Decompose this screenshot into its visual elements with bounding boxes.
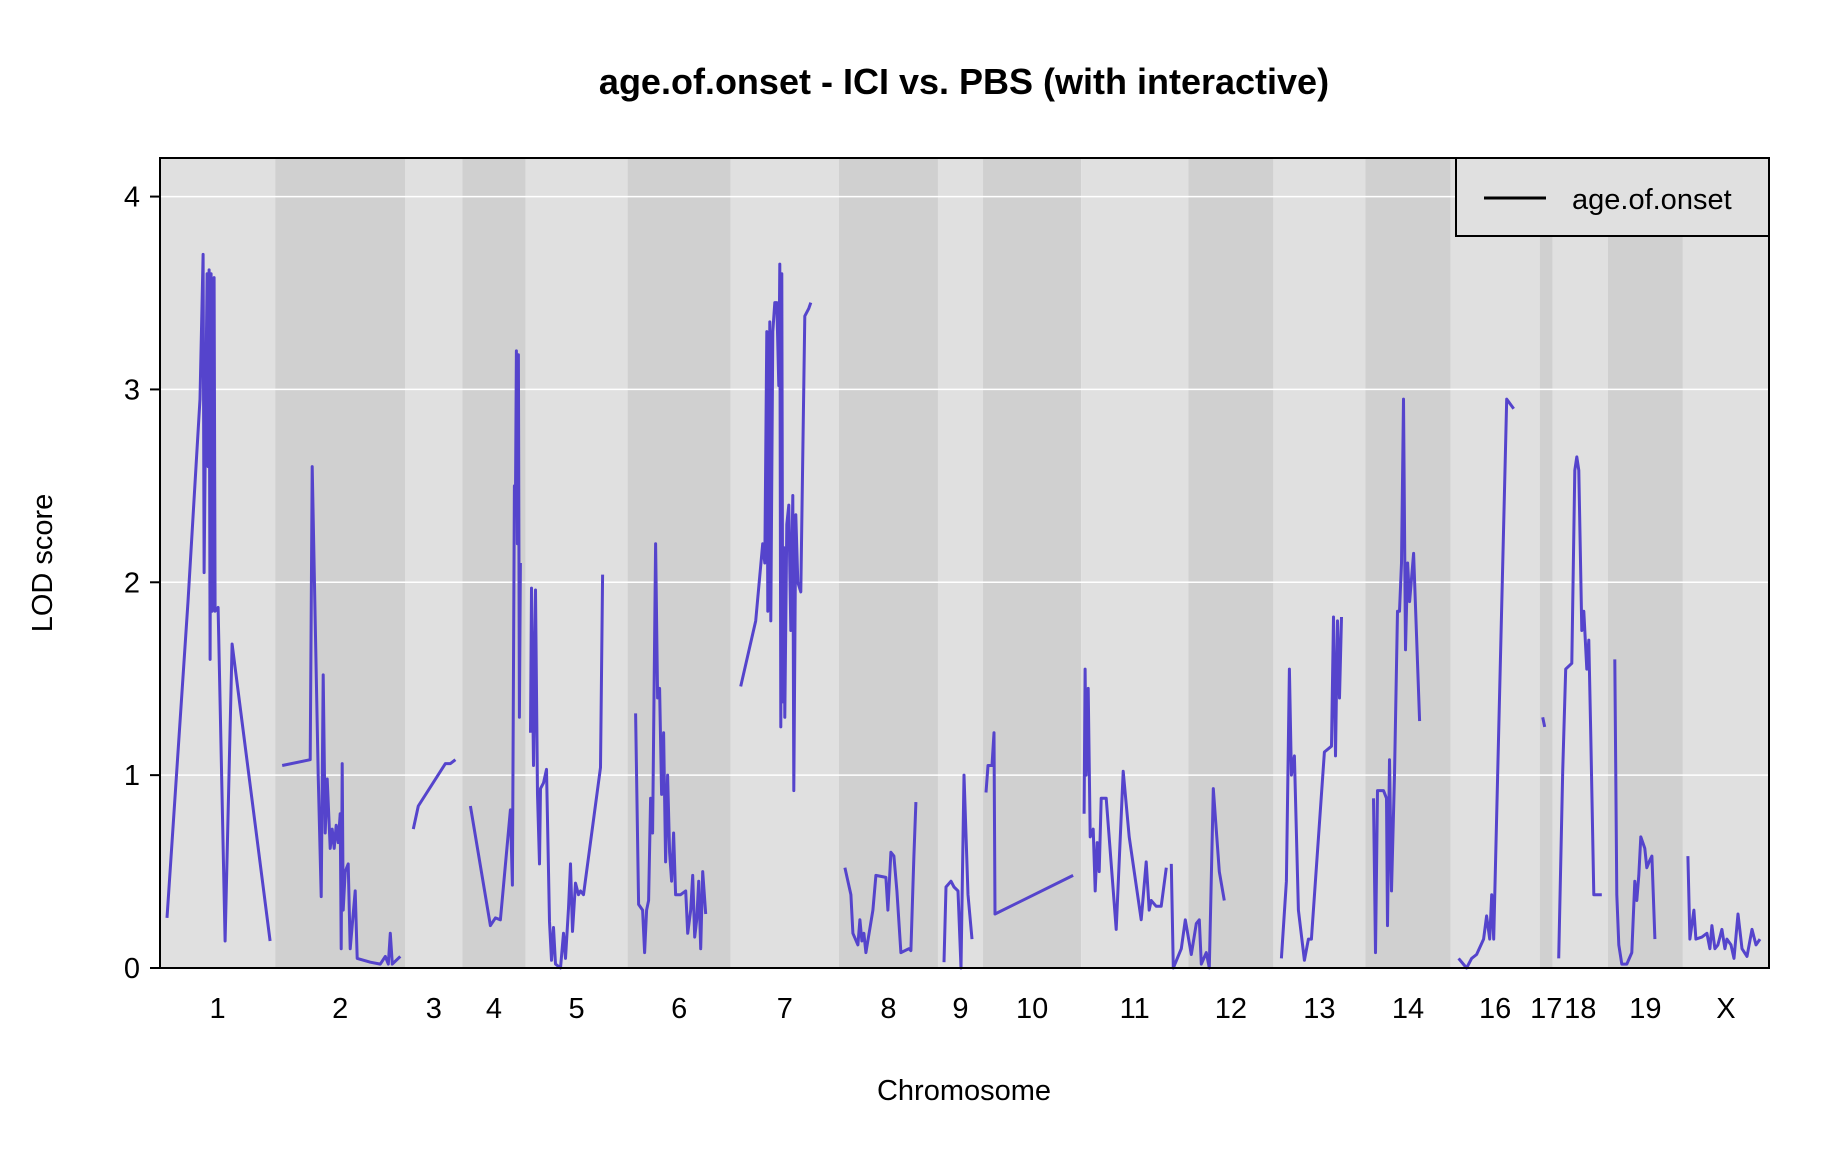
y-tick-label-0: 0 [124, 953, 140, 985]
legend-entry-age-of-onset: age.of.onset [1572, 184, 1732, 216]
series-segment-3 [411, 758, 457, 830]
x-tick-label-7: 7 [777, 993, 793, 1025]
chromosome-band-17 [1539, 158, 1553, 968]
series-segment-19 [1613, 659, 1657, 966]
series-segment-13 [1279, 615, 1343, 962]
series-segment-5 [529, 574, 605, 970]
chromosome-band-19 [1607, 158, 1683, 968]
x-tick-label-19: 19 [1629, 993, 1661, 1025]
series-segment-18 [1557, 455, 1602, 959]
y-tick-label-1: 1 [124, 760, 140, 792]
series-segment-1 [165, 252, 272, 943]
x-tick-label-13: 13 [1303, 993, 1335, 1025]
x-tick-label-1: 1 [210, 993, 226, 1025]
x-axis-title: Chromosome [877, 1075, 1051, 1107]
y-tick-label-3: 3 [124, 374, 140, 406]
x-tick-label-X: X [1716, 993, 1735, 1025]
plot-frame [159, 157, 1770, 969]
x-tick-label-18: 18 [1564, 993, 1596, 1025]
x-tick-label-8: 8 [880, 993, 896, 1025]
x-tick-label-3: 3 [426, 993, 442, 1025]
x-tick-label-16: 16 [1479, 993, 1511, 1025]
chromosome-band-8 [838, 158, 938, 968]
chromosome-band-4 [462, 158, 526, 968]
series-segment-10 [984, 731, 1074, 916]
series-segment-16 [1457, 397, 1515, 970]
series-segment-6 [634, 542, 708, 955]
chromosome-bands [160, 158, 1769, 968]
x-tick-label-10: 10 [1016, 993, 1048, 1025]
chromosome-band-10 [983, 158, 1082, 968]
chromosome-band-9 [937, 158, 984, 968]
series-segment-17 [1541, 716, 1547, 728]
series-segment-8 [843, 802, 918, 955]
y-axis-title: LOD score [27, 494, 59, 633]
y-tick-label-2: 2 [124, 567, 140, 599]
chromosome-band-X [1682, 158, 1769, 968]
lod-series [165, 252, 1762, 970]
series-segment-X [1686, 856, 1762, 960]
x-axis: 1 2 3 4 5 6 7 8 9 10 11 12 13 14 16 17 18 19 X [210, 993, 1736, 1025]
x-tick-label-17: 17 [1530, 993, 1562, 1025]
x-tick-label-4: 4 [486, 993, 502, 1025]
series-segment-9 [942, 773, 974, 970]
x-tick-label-9: 9 [952, 993, 968, 1025]
chromosome-band-6 [627, 158, 731, 968]
series-segment-14 [1372, 397, 1422, 955]
y-axis: 0 1 2 3 4 [124, 182, 160, 985]
series-segment-12 [1169, 787, 1226, 970]
series-segment-7 [739, 262, 813, 793]
chromosome-band-3 [405, 158, 463, 968]
series-segment-2 [281, 465, 402, 966]
x-tick-label-6: 6 [671, 993, 687, 1025]
x-tick-label-11: 11 [1120, 993, 1150, 1025]
legend: age.of.onset [1455, 157, 1770, 237]
series-segment-4 [468, 349, 522, 928]
x-tick-label-14: 14 [1392, 993, 1424, 1025]
chromosome-band-12 [1188, 158, 1274, 968]
x-tick-label-12: 12 [1215, 993, 1247, 1025]
y-tick-label-4: 4 [124, 182, 140, 214]
x-tick-label-2: 2 [332, 993, 348, 1025]
x-tick-label-5: 5 [568, 993, 584, 1025]
series-segment-11 [1082, 667, 1168, 931]
chromosome-band-5 [525, 158, 628, 968]
chart-title: age.of.onset - ICI vs. PBS (with interac… [599, 61, 1329, 102]
